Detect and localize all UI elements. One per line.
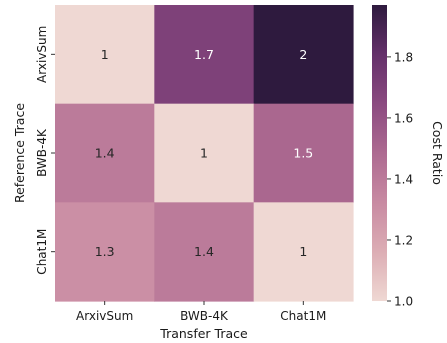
cell-value-label: 1.4 xyxy=(194,244,214,259)
heatmap-cell-labels: 1 1.7 2 1.4 1 1.5 1.3 1.4 1 xyxy=(95,47,314,259)
y-tick-label: ArxivSum xyxy=(35,26,49,83)
cell-value-label: 1 xyxy=(299,244,307,259)
x-axis-label: Transfer Trace xyxy=(159,326,248,341)
y-axis-ticks: ArxivSum BWB-4K Chat1M xyxy=(35,26,55,275)
cell-value-label: 1.5 xyxy=(293,146,313,161)
colorbar-tick-label: 1.0 xyxy=(394,295,413,309)
colorbar xyxy=(372,5,387,302)
x-tick-label: Chat1M xyxy=(280,309,326,323)
x-tick-label: BWB-4K xyxy=(180,309,229,323)
cell-value-label: 1.4 xyxy=(95,146,115,161)
x-tick-label: ArxivSum xyxy=(76,309,133,323)
heatmap-cell xyxy=(154,5,255,105)
heatmap-cells xyxy=(55,5,354,302)
colorbar-label: Cost Ratio xyxy=(430,121,445,185)
y-axis-label: Reference Trace xyxy=(12,103,27,203)
colorbar-tick-label: 1.6 xyxy=(394,111,413,125)
cell-value-label: 2 xyxy=(299,47,307,62)
cell-value-label: 1 xyxy=(200,146,208,161)
heatmap-cell xyxy=(55,103,155,203)
heatmap-cell xyxy=(154,202,255,302)
heatmap-cell xyxy=(55,5,155,105)
heatmap-cell xyxy=(253,5,354,105)
colorbar-tick-label: 1.8 xyxy=(394,50,413,64)
cell-value-label: 1.3 xyxy=(95,244,115,259)
heatmap-cell xyxy=(253,202,354,302)
colorbar-tick-label: 1.2 xyxy=(394,233,413,247)
cell-value-label: 1 xyxy=(101,47,109,62)
y-tick-label: Chat1M xyxy=(35,229,49,275)
colorbar-tick-label: 1.4 xyxy=(394,172,413,186)
colorbar-ticks: 1.0 1.2 1.4 1.6 1.8 xyxy=(387,50,413,309)
cell-value-label: 1.7 xyxy=(194,47,214,62)
heatmap-cell xyxy=(253,103,354,203)
heatmap-cell xyxy=(154,103,255,203)
x-axis-ticks: ArxivSum BWB-4K Chat1M xyxy=(76,301,326,323)
heatmap-cell xyxy=(55,202,155,302)
y-tick-label: BWB-4K xyxy=(35,128,49,177)
